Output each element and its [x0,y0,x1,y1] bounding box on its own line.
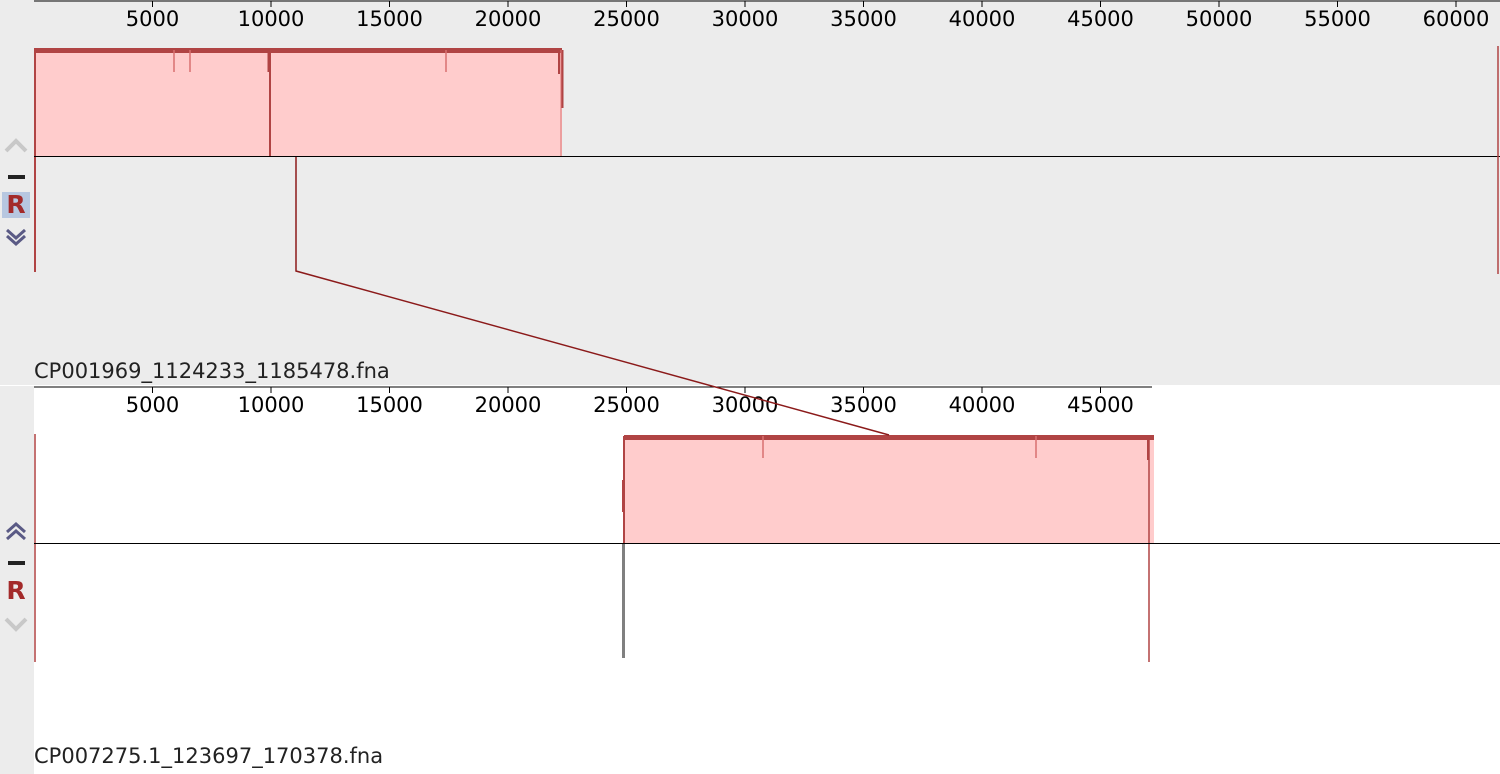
move-down-button[interactable] [2,611,30,637]
genome-1-track[interactable] [34,0,1500,385]
hide-genome-button[interactable] [2,550,30,576]
minus-icon [8,561,25,565]
chevron-up-icon [4,138,28,153]
genome-2-control-gutter: R [0,386,34,774]
hide-genome-button[interactable] [2,164,30,190]
genome-2-track[interactable] [34,386,1500,774]
genome-2-sequence-name: CP007275.1_123697_170378.fna [34,744,384,768]
set-reference-button[interactable]: R [2,578,30,604]
set-reference-button[interactable]: R [2,192,30,218]
reference-label: R [6,190,26,219]
minus-icon [8,175,25,179]
chevron-down-icon [4,617,28,632]
genome-panel-2: R CP007275.1_123697_170378.fna [0,386,1500,774]
genome-1-control-gutter: R [0,0,34,385]
move-up-button[interactable] [2,518,30,544]
reference-label: R [6,576,26,605]
move-down-button[interactable] [2,225,30,251]
genome-1-sequence-name: CP001969_1124233_1185478.fna [34,359,390,383]
move-up-button[interactable] [2,132,30,158]
genome-panel-1: R CP001969_1124233_1185478.fna [0,0,1500,385]
chevron-down-icon [6,228,26,247]
chevron-up-icon [6,521,26,541]
